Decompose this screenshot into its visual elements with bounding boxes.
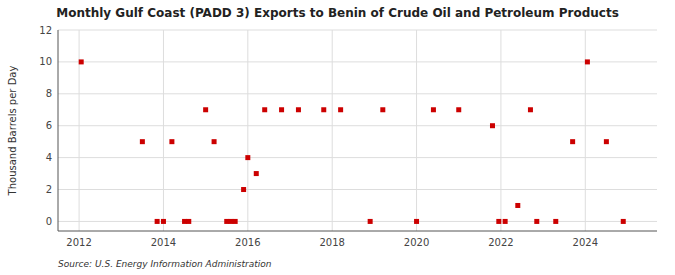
point <box>241 187 246 192</box>
point <box>456 107 461 112</box>
point <box>233 219 238 224</box>
point <box>262 107 267 112</box>
y-grid-line <box>58 221 657 222</box>
point <box>254 171 259 176</box>
y-tick-label: 0 <box>46 216 52 227</box>
y-grid-line <box>58 189 657 190</box>
point <box>296 107 301 112</box>
chart: Monthly Gulf Coast (PADD 3) Exports to B… <box>0 0 675 275</box>
point <box>414 219 419 224</box>
point <box>553 219 558 224</box>
y-grid-line <box>58 157 657 158</box>
point <box>604 139 609 144</box>
x-grid-line <box>163 30 164 231</box>
point <box>321 107 326 112</box>
grid <box>58 30 657 231</box>
point <box>490 123 495 128</box>
y-tick-label: 2 <box>46 184 52 195</box>
x-tick-label: 2018 <box>319 237 344 248</box>
y-tick-label: 4 <box>46 152 52 163</box>
x-tick-label: 2024 <box>573 237 598 248</box>
point <box>140 139 145 144</box>
y-tick-label: 12 <box>39 25 52 36</box>
x-grid-line <box>247 30 248 231</box>
point <box>534 219 539 224</box>
point <box>503 219 508 224</box>
point <box>161 219 166 224</box>
point <box>155 219 160 224</box>
point <box>621 219 626 224</box>
x-axis-line <box>58 231 657 232</box>
point <box>570 139 575 144</box>
x-grid-line <box>332 30 333 231</box>
point <box>279 107 284 112</box>
point <box>203 107 208 112</box>
point <box>338 107 343 112</box>
y-tick-label: 10 <box>39 56 52 67</box>
y-tick-label: 8 <box>46 88 52 99</box>
source-note: Source: U.S. Energy Information Administ… <box>58 259 272 269</box>
point <box>212 139 217 144</box>
point <box>368 219 373 224</box>
y-grid-line <box>58 125 657 126</box>
point <box>585 59 590 64</box>
point <box>79 59 84 64</box>
x-tick-label: 2014 <box>151 237 176 248</box>
y-grid-line <box>58 93 657 94</box>
point <box>380 107 385 112</box>
point <box>169 139 174 144</box>
point <box>186 219 191 224</box>
x-grid-line <box>500 30 501 231</box>
title: Monthly Gulf Coast (PADD 3) Exports to B… <box>56 6 619 20</box>
point <box>528 107 533 112</box>
point <box>245 155 250 160</box>
point <box>431 107 436 112</box>
point <box>515 203 520 208</box>
y-tick-label: 6 <box>46 120 52 131</box>
y-grid-line <box>58 30 657 31</box>
x-tick-label: 2022 <box>488 237 513 248</box>
chart-container: Monthly Gulf Coast (PADD 3) Exports to B… <box>0 0 675 275</box>
points <box>79 59 626 224</box>
x-tick-label: 2012 <box>66 237 91 248</box>
x-tick-label: 2016 <box>235 237 260 248</box>
x-grid-line <box>416 30 417 231</box>
y-axis-label: Thousand Barrels per Day <box>7 66 18 197</box>
y-grid-line <box>58 61 657 62</box>
y-axis-line <box>58 30 59 231</box>
x-tick-label: 2020 <box>404 237 429 248</box>
point <box>496 219 501 224</box>
